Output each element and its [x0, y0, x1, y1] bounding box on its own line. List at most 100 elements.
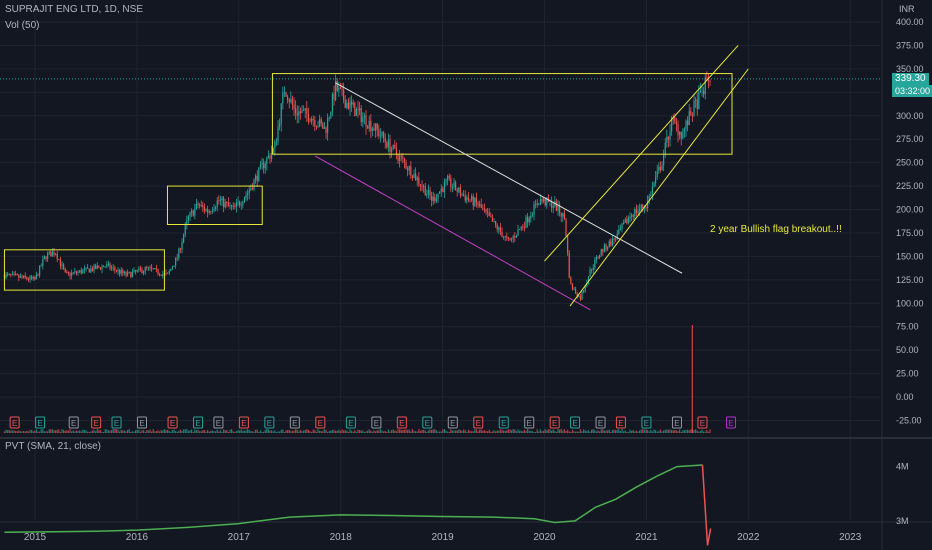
volume-bar [155, 431, 158, 433]
volume-bar [643, 429, 646, 433]
candle-body [34, 276, 36, 280]
volume-bar [136, 429, 138, 433]
volume-bar [655, 430, 657, 433]
candle-body [63, 264, 65, 269]
volume-bar [608, 429, 610, 433]
volume-bar [525, 430, 527, 433]
volume-bar [335, 430, 337, 433]
candle-body [5, 273, 7, 279]
volume-bar [672, 430, 674, 433]
candle-body [301, 110, 303, 114]
candle-body [287, 96, 289, 101]
volume-bar [640, 429, 642, 433]
volume-bar [90, 431, 92, 433]
volume-bar [170, 431, 172, 433]
candle-body [355, 108, 358, 116]
candle-body [266, 157, 268, 164]
candle-body [16, 274, 18, 276]
volume-bar [560, 429, 562, 433]
candle-body [327, 118, 329, 133]
volume-bar [264, 429, 266, 433]
candle-body [143, 271, 145, 274]
volume-bar [403, 429, 406, 433]
volume-bar [517, 429, 519, 433]
candle-body [149, 267, 151, 268]
volume-bar [504, 430, 506, 433]
volume-bar [674, 430, 676, 433]
candle-body [256, 175, 258, 181]
earnings-marker [396, 416, 407, 429]
candle-body [635, 209, 638, 214]
candle-body [442, 188, 444, 193]
candle-body [274, 142, 276, 149]
candle-body [499, 227, 502, 233]
volume-bar [275, 431, 278, 433]
candle-body [415, 173, 417, 181]
candle-body [453, 182, 455, 188]
volume-bar [659, 429, 662, 433]
volume-bar [624, 430, 626, 433]
volume-bar [456, 430, 458, 433]
volume-bar [205, 431, 207, 433]
volume-bar [555, 431, 558, 433]
volume-bar [333, 429, 335, 433]
candle-body [619, 228, 622, 230]
volume-bar [303, 430, 305, 433]
volume-series [3, 325, 711, 433]
volume-bar [99, 430, 102, 433]
candle-body [346, 102, 348, 109]
candle-body [186, 219, 188, 226]
candle-body [493, 220, 495, 222]
candle-body [523, 226, 526, 228]
candle-body [691, 115, 694, 117]
candle-body [605, 244, 607, 250]
candle-body [664, 143, 666, 156]
volume-bar [523, 429, 526, 433]
volume-bar [695, 429, 697, 433]
volume-bar [467, 429, 470, 433]
volume-bar [245, 430, 247, 433]
volume-bar [375, 431, 377, 433]
volume-bar [576, 431, 578, 433]
candle-body [563, 213, 566, 219]
candle-body [162, 273, 164, 276]
candle-body [55, 253, 57, 255]
volume-bar [7, 430, 9, 433]
candle-body [53, 252, 55, 255]
candle-body [48, 251, 50, 254]
candle-body [671, 117, 673, 132]
candle-body [219, 200, 222, 201]
candle-body [277, 126, 279, 142]
candle-body [624, 219, 626, 223]
earnings-marker-label: E [527, 419, 532, 428]
earnings-marker-label: E [450, 419, 455, 428]
candle-body [98, 265, 100, 268]
volume-bar [319, 430, 321, 433]
last-price-tag: 339.30 [892, 73, 929, 85]
volume-bar [490, 431, 492, 433]
candle-body [40, 265, 42, 267]
candle-body [426, 193, 428, 196]
candle-body [279, 123, 281, 127]
candle-body [466, 197, 468, 201]
volume-bar [551, 430, 553, 433]
candle-body [474, 198, 476, 206]
volume-bar [488, 429, 490, 433]
volume-bar [279, 431, 281, 433]
volume-bar [458, 429, 460, 433]
candle-body [383, 131, 385, 139]
candle-body [552, 206, 554, 208]
candle-body [675, 121, 678, 125]
candle-body [648, 195, 650, 201]
earnings-marker [111, 416, 122, 429]
candle-body [527, 216, 529, 223]
candle-body [109, 263, 111, 269]
candle-body [90, 268, 92, 273]
volume-bar [416, 431, 418, 433]
volume-bar [306, 429, 308, 433]
candle-body [504, 236, 506, 238]
candle-body [629, 216, 631, 219]
candlestick-series [3, 71, 711, 302]
candle-body [296, 113, 298, 116]
